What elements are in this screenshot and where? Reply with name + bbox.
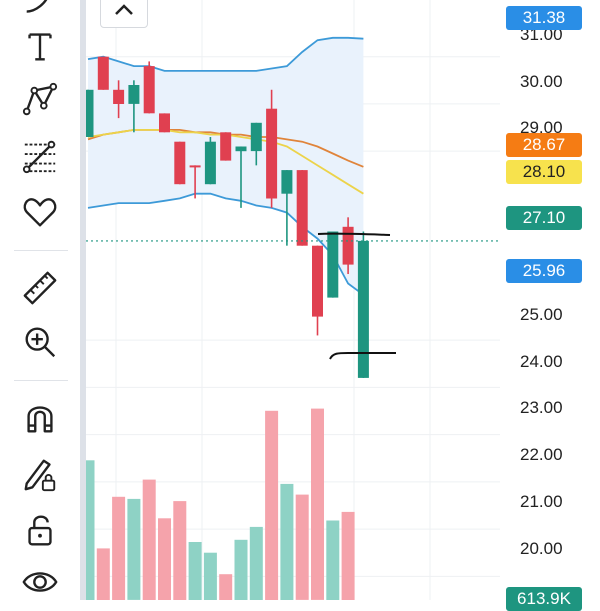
price-tick: 29.00 [520, 118, 563, 137]
candle[interactable] [235, 146, 247, 208]
candle[interactable] [174, 141, 186, 185]
volume-bar [234, 539, 248, 600]
volume-bar [219, 574, 233, 600]
drawn-annotation-top [317, 232, 391, 236]
bollinger-upper-badge: 31.38 [506, 6, 582, 30]
candle-body [97, 56, 109, 90]
price-tick: 22.00 [520, 445, 563, 464]
candle[interactable] [113, 80, 125, 119]
candle[interactable] [296, 170, 308, 246]
pattern-tool-icon[interactable] [18, 78, 62, 122]
drawing-toolbar [0, 0, 80, 600]
candle-body [220, 132, 232, 161]
price-tick: 25.00 [520, 305, 563, 324]
candle-body [296, 170, 308, 246]
volume-badge: 613.9K [506, 587, 582, 611]
candle[interactable] [220, 132, 232, 161]
ma-orange-badge: 28.67 [506, 133, 582, 157]
candle-body [204, 141, 216, 185]
candle[interactable] [97, 56, 109, 90]
volume-bar [341, 511, 355, 600]
candle[interactable] [357, 231, 369, 378]
volume-bar [86, 460, 95, 600]
candle[interactable] [159, 113, 170, 133]
volume-bar [280, 483, 294, 600]
volume-bar [173, 501, 187, 600]
candle[interactable] [281, 170, 293, 246]
candle-body [189, 165, 201, 168]
candle[interactable] [250, 122, 262, 166]
bollinger-lower-line [87, 192, 364, 296]
candle[interactable] [86, 89, 94, 138]
curve-tool-icon[interactable] [18, 0, 62, 24]
candle[interactable] [189, 165, 201, 199]
price-tick: 30.00 [520, 72, 563, 91]
favorites-icon[interactable] [18, 190, 62, 234]
candle-body [159, 113, 170, 133]
volume-bar [265, 410, 279, 600]
volume-bar [127, 498, 141, 600]
volume-bar [249, 526, 263, 600]
bollinger-lower-badge: 25.96 [506, 259, 582, 283]
bollinger-upper-line [87, 36, 364, 72]
chevron-up-icon [115, 4, 133, 15]
candlestick-chart[interactable] [86, 0, 500, 600]
candle[interactable] [342, 217, 354, 275]
eye-icon[interactable] [18, 560, 62, 604]
candle-body [86, 89, 94, 137]
fib-tool-icon[interactable] [18, 134, 62, 178]
candle-body [342, 226, 354, 265]
magnet-icon[interactable] [18, 396, 62, 440]
lock-drawing-icon[interactable] [18, 452, 62, 496]
price-tick: 20.00 [520, 539, 563, 558]
volume-bar [326, 520, 340, 600]
candle-body [327, 231, 339, 298]
unlock-icon[interactable] [18, 508, 62, 552]
text-tool-icon[interactable] [18, 24, 62, 68]
price-tick: 23.00 [520, 398, 563, 417]
drawn-annotation-bottom [329, 352, 396, 360]
volume-bar [158, 518, 171, 600]
collapse-button[interactable] [100, 0, 148, 28]
candle[interactable] [312, 245, 323, 336]
candle-body [357, 240, 369, 378]
candle-body [250, 122, 262, 152]
volume-bar [295, 494, 309, 600]
volume-bar [188, 542, 202, 600]
candle[interactable] [128, 80, 140, 133]
ruler-icon[interactable] [18, 266, 62, 310]
candle[interactable] [266, 89, 278, 208]
toolbar-divider [14, 380, 68, 381]
volume-bar [311, 408, 324, 600]
candle-body [143, 66, 155, 114]
candle-body [174, 141, 186, 185]
candle-body [312, 245, 323, 317]
volume-bar [96, 548, 110, 600]
volume-bar [142, 479, 156, 600]
ma-yellow-badge: 28.10 [506, 160, 582, 184]
last-price-badge: 27.10 [506, 206, 582, 230]
candle-body [266, 108, 278, 199]
candle[interactable] [204, 137, 216, 185]
price-tick: 24.00 [520, 352, 563, 371]
zoom-in-icon[interactable] [18, 320, 62, 364]
candle-body [113, 89, 125, 104]
toolbar-edge[interactable] [80, 0, 86, 600]
volume-bar [203, 552, 217, 600]
volume-bar [112, 496, 126, 600]
bollinger-band-fill [88, 37, 364, 295]
candle[interactable] [143, 61, 155, 114]
candle-body [128, 85, 140, 104]
candle-body [281, 170, 293, 194]
toolbar-divider [14, 250, 68, 251]
candle-body [235, 146, 247, 152]
price-tick: 21.00 [520, 492, 563, 511]
candle[interactable] [327, 231, 339, 298]
